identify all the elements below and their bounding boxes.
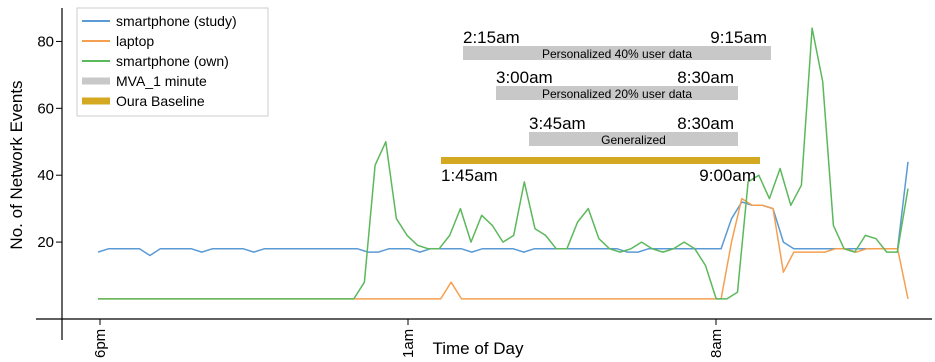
plot-layer: 20 40 60 80 6pm 1am 8am Time of Day No. of Netwo… — [7, 8, 932, 358]
prediction-window-label: Personalized 20% user data — [542, 87, 692, 101]
x-tick-label: 8am — [708, 329, 725, 358]
window-end-time: 9:00am — [699, 166, 756, 185]
legend-label: Oura Baseline — [116, 93, 205, 109]
y-tick-label: 40 — [37, 167, 54, 184]
legend-label: laptop — [116, 33, 154, 49]
prediction-window-bar — [463, 46, 771, 60]
legend-label: smartphone (own) — [116, 53, 229, 69]
legend-label: smartphone (study) — [116, 13, 237, 29]
y-tick-label: 20 — [37, 234, 54, 251]
legend: smartphone (study) laptop smartphone (own)… — [76, 7, 269, 117]
x-axis-title: Time of Day — [432, 339, 524, 358]
series-line-smartphone-own- — [98, 27, 909, 300]
window-start-time: 2:15am — [463, 28, 520, 47]
window-end-time: 9:15am — [710, 28, 767, 47]
y-axis-title: No. of Network Events — [7, 80, 26, 249]
window-start-time: 1:45am — [441, 166, 498, 185]
x-tick-label: 6pm — [92, 329, 109, 358]
oura-baseline-bar — [441, 157, 760, 164]
prediction-window-label: Generalized — [601, 133, 666, 147]
window-start-time: 3:45am — [529, 114, 586, 133]
prediction-window-bar — [496, 86, 738, 100]
window-end-time: 8:30am — [677, 114, 734, 133]
y-tick-label: 60 — [37, 100, 54, 117]
legend-label: MVA_1 minute — [116, 73, 207, 89]
y-tick-label: 80 — [37, 33, 54, 50]
prediction-window-bar — [529, 132, 738, 146]
prediction-window-label: Personalized 40% user data — [542, 47, 692, 61]
annotation-layer: Personalized 40% user data 2:15am 9:15am Pe… — [441, 28, 771, 185]
window-end-time: 8:30am — [677, 68, 734, 87]
x-tick-label: 1am — [400, 329, 417, 358]
window-start-time: 3:00am — [496, 68, 553, 87]
